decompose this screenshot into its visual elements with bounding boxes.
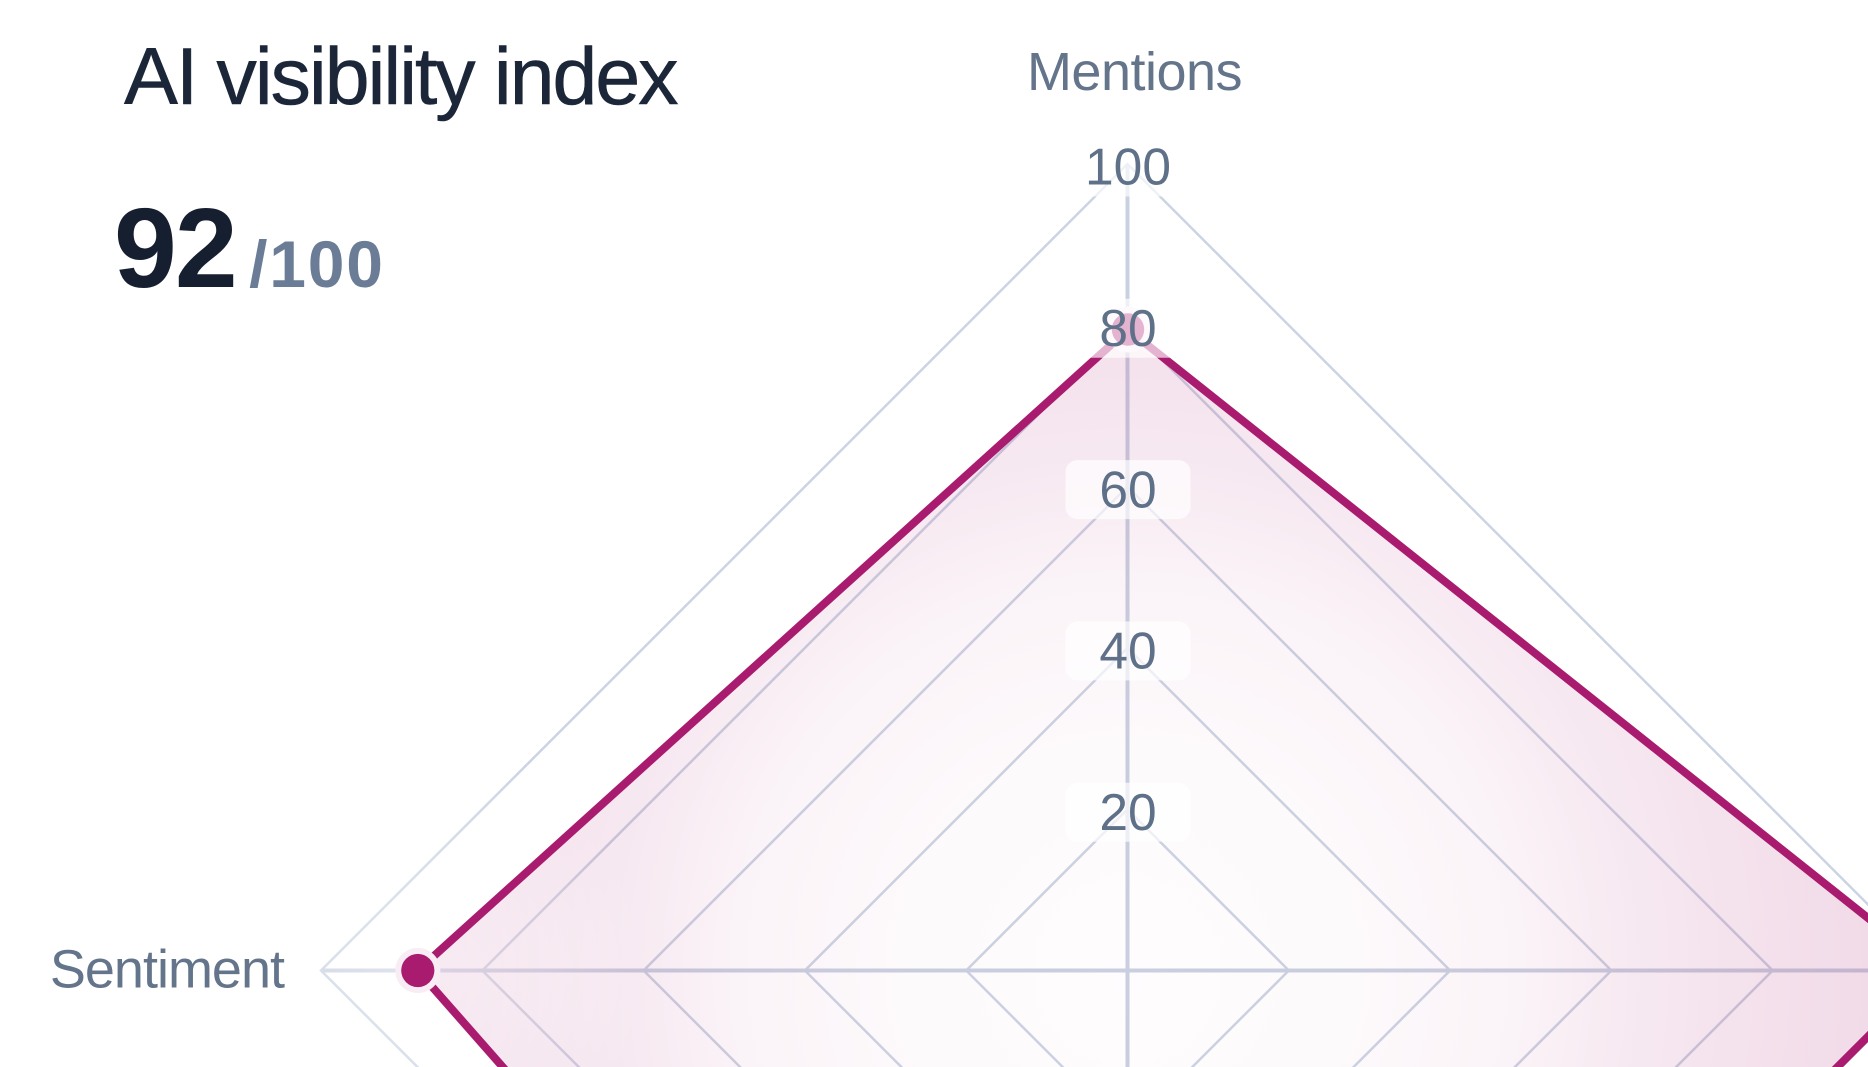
svg-text:40: 40 bbox=[1099, 622, 1156, 680]
svg-text:80: 80 bbox=[1099, 299, 1156, 357]
svg-text:Sentiment: Sentiment bbox=[50, 940, 285, 1000]
svg-text:20: 20 bbox=[1099, 783, 1156, 841]
svg-text:100: 100 bbox=[1085, 138, 1171, 196]
svg-text:60: 60 bbox=[1099, 460, 1156, 518]
svg-text:Mentions: Mentions bbox=[1027, 42, 1242, 102]
